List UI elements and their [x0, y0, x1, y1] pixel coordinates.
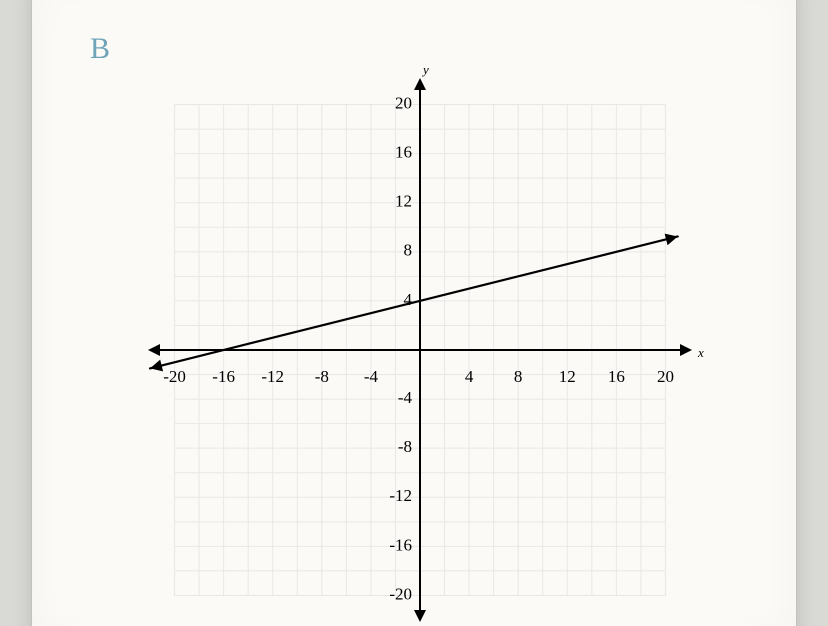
y-tick-label: 12 — [395, 192, 412, 211]
x-tick-label: -16 — [212, 367, 235, 386]
y-tick-label: -4 — [398, 388, 413, 407]
y-tick-label: 20 — [395, 93, 412, 112]
x-tick-label: -20 — [163, 367, 186, 386]
x-tick-label: -8 — [315, 367, 329, 386]
y-tick-label: -16 — [389, 535, 412, 554]
x-tick-label: -4 — [364, 367, 379, 386]
y-tick-label: 4 — [404, 290, 413, 309]
x-tick-label: 20 — [657, 367, 674, 386]
y-tick-label: 16 — [395, 143, 412, 162]
y-axis-label: y — [421, 62, 429, 77]
x-tick-label: 16 — [608, 367, 625, 386]
x-axis-label: x — [697, 345, 704, 360]
y-tick-label: 8 — [404, 241, 413, 260]
x-tick-label: 8 — [514, 367, 523, 386]
page-wrap: B y x -20 -16 -12 -8 -4 4 8 12 16 20 -20 -16 -12 -8 -4 4 8… — [0, 0, 828, 626]
x-tick-label: 12 — [559, 367, 576, 386]
chart-svg: yx-20-16-12-8-448121620-20-16-12-8-44812… — [150, 80, 690, 620]
data-line-arrowhead — [665, 234, 678, 246]
x-tick-label: -12 — [261, 367, 284, 386]
data-line — [150, 236, 678, 368]
line-chart: yx-20-16-12-8-448121620-20-16-12-8-44812… — [150, 80, 690, 620]
y-tick-label: -12 — [389, 486, 412, 505]
section-label-b: B — [90, 32, 110, 66]
data-line-arrowhead — [150, 360, 163, 372]
y-tick-label: -8 — [398, 437, 412, 456]
x-tick-label: 4 — [465, 367, 474, 386]
paper-sheet: B y x -20 -16 -12 -8 -4 4 8 12 16 20 -20 -16 -12 -8 -4 4 8… — [32, 0, 796, 626]
y-tick-label: -20 — [389, 584, 412, 603]
